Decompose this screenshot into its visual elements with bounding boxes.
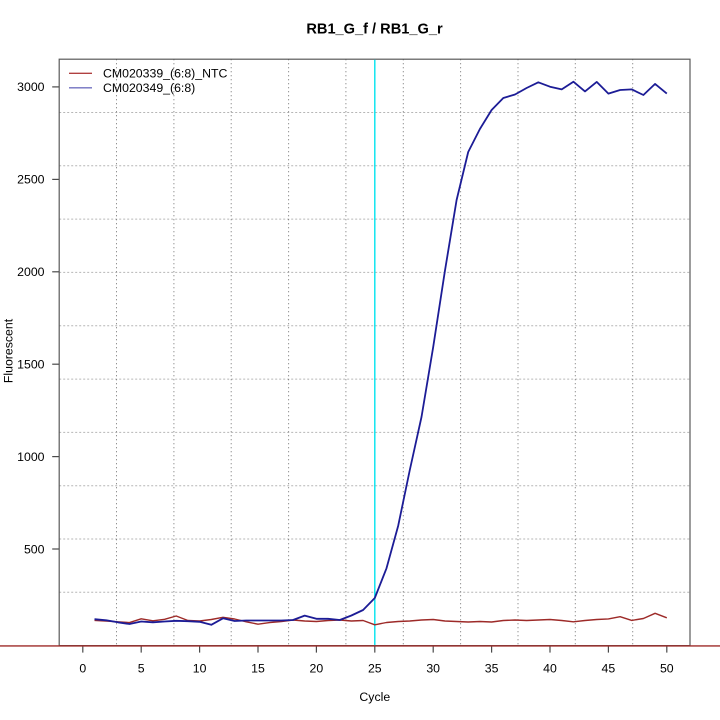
svg-text:RB1_G_f / RB1_G_r: RB1_G_f / RB1_G_r bbox=[306, 21, 443, 37]
svg-text:45: 45 bbox=[602, 662, 616, 676]
svg-text:15: 15 bbox=[251, 662, 265, 676]
svg-text:1500: 1500 bbox=[17, 358, 45, 372]
svg-text:35: 35 bbox=[485, 662, 499, 676]
svg-text:40: 40 bbox=[543, 662, 557, 676]
svg-text:25: 25 bbox=[368, 662, 382, 676]
svg-text:0: 0 bbox=[79, 662, 86, 676]
svg-text:10: 10 bbox=[193, 662, 207, 676]
svg-text:Fluorescent: Fluorescent bbox=[2, 318, 16, 383]
svg-text:CM020349_(6:8): CM020349_(6:8) bbox=[103, 81, 195, 95]
svg-text:500: 500 bbox=[24, 542, 45, 556]
svg-text:2500: 2500 bbox=[17, 173, 45, 187]
svg-text:5: 5 bbox=[138, 662, 145, 676]
svg-text:2000: 2000 bbox=[17, 265, 45, 279]
svg-text:30: 30 bbox=[426, 662, 440, 676]
svg-text:50: 50 bbox=[660, 662, 674, 676]
svg-text:CM020339_(6:8)_NTC: CM020339_(6:8)_NTC bbox=[103, 67, 228, 81]
svg-text:20: 20 bbox=[310, 662, 324, 676]
svg-text:1000: 1000 bbox=[17, 450, 45, 464]
svg-text:3000: 3000 bbox=[17, 80, 45, 94]
svg-text:Cycle: Cycle bbox=[359, 690, 390, 704]
